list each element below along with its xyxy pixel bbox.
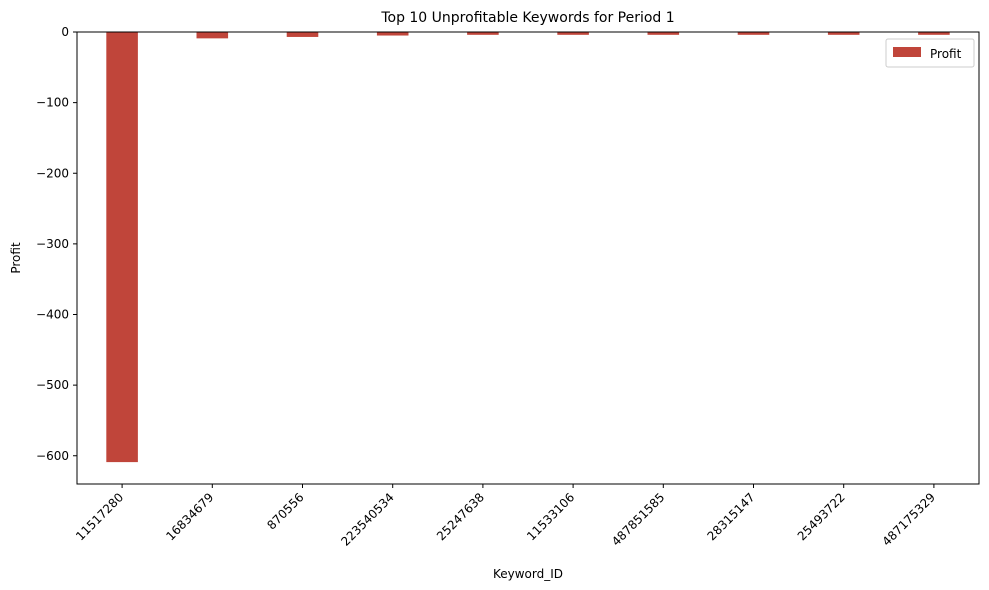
bar-25493722 <box>827 32 860 35</box>
x-tick-label: 28315147 <box>705 490 758 543</box>
x-tick-label: 870556 <box>264 490 306 532</box>
bar-28315147 <box>737 32 770 35</box>
y-tick-label: −200 <box>36 166 69 180</box>
bar-223540534 <box>376 32 409 36</box>
x-tick-label: 25247638 <box>434 490 487 543</box>
axes-layer <box>76 31 980 485</box>
bar-487851585 <box>647 32 680 35</box>
bar-487175329 <box>918 32 950 35</box>
y-axis-ticks: 0 −100 −200 −300 −400 −500 −600 <box>36 25 77 463</box>
bar-25247638 <box>467 32 499 35</box>
x-tick-label: 487851585 <box>609 490 667 548</box>
bar-16834679 <box>196 32 229 39</box>
y-tick-label: −300 <box>36 237 69 251</box>
x-tick-label: 487175329 <box>880 490 938 548</box>
x-tick-label: 25493722 <box>795 490 848 543</box>
bars-layer <box>106 32 950 463</box>
y-tick-label: 0 <box>61 25 69 39</box>
bar-870556 <box>286 32 319 37</box>
legend-label: Profit <box>930 47 962 61</box>
plot-frame <box>76 31 980 485</box>
legend-swatch <box>893 47 921 57</box>
legend-box <box>885 38 975 68</box>
chart-title: Top 10 Unprofitable Keywords for Period … <box>380 10 674 26</box>
y-tick-label: −600 <box>36 449 69 463</box>
x-tick-label: 11533106 <box>524 490 577 543</box>
bar-11533106 <box>557 32 589 35</box>
x-tick-label: 16834679 <box>163 490 216 543</box>
y-tick-label: −500 <box>36 378 69 392</box>
x-tick-label: 11517280 <box>73 490 126 543</box>
bar-11517280 <box>106 32 138 463</box>
y-axis-label: Profit <box>9 242 23 274</box>
x-tick-label: 223540534 <box>338 490 396 548</box>
legend: Profit <box>885 38 975 68</box>
x-axis-label: Keyword_ID <box>493 567 563 581</box>
y-tick-label: −100 <box>36 96 69 110</box>
x-axis-ticks: 11517280 16834679 870556 223540534 25247638 1… <box>73 484 938 549</box>
y-tick-label: −400 <box>36 308 69 322</box>
